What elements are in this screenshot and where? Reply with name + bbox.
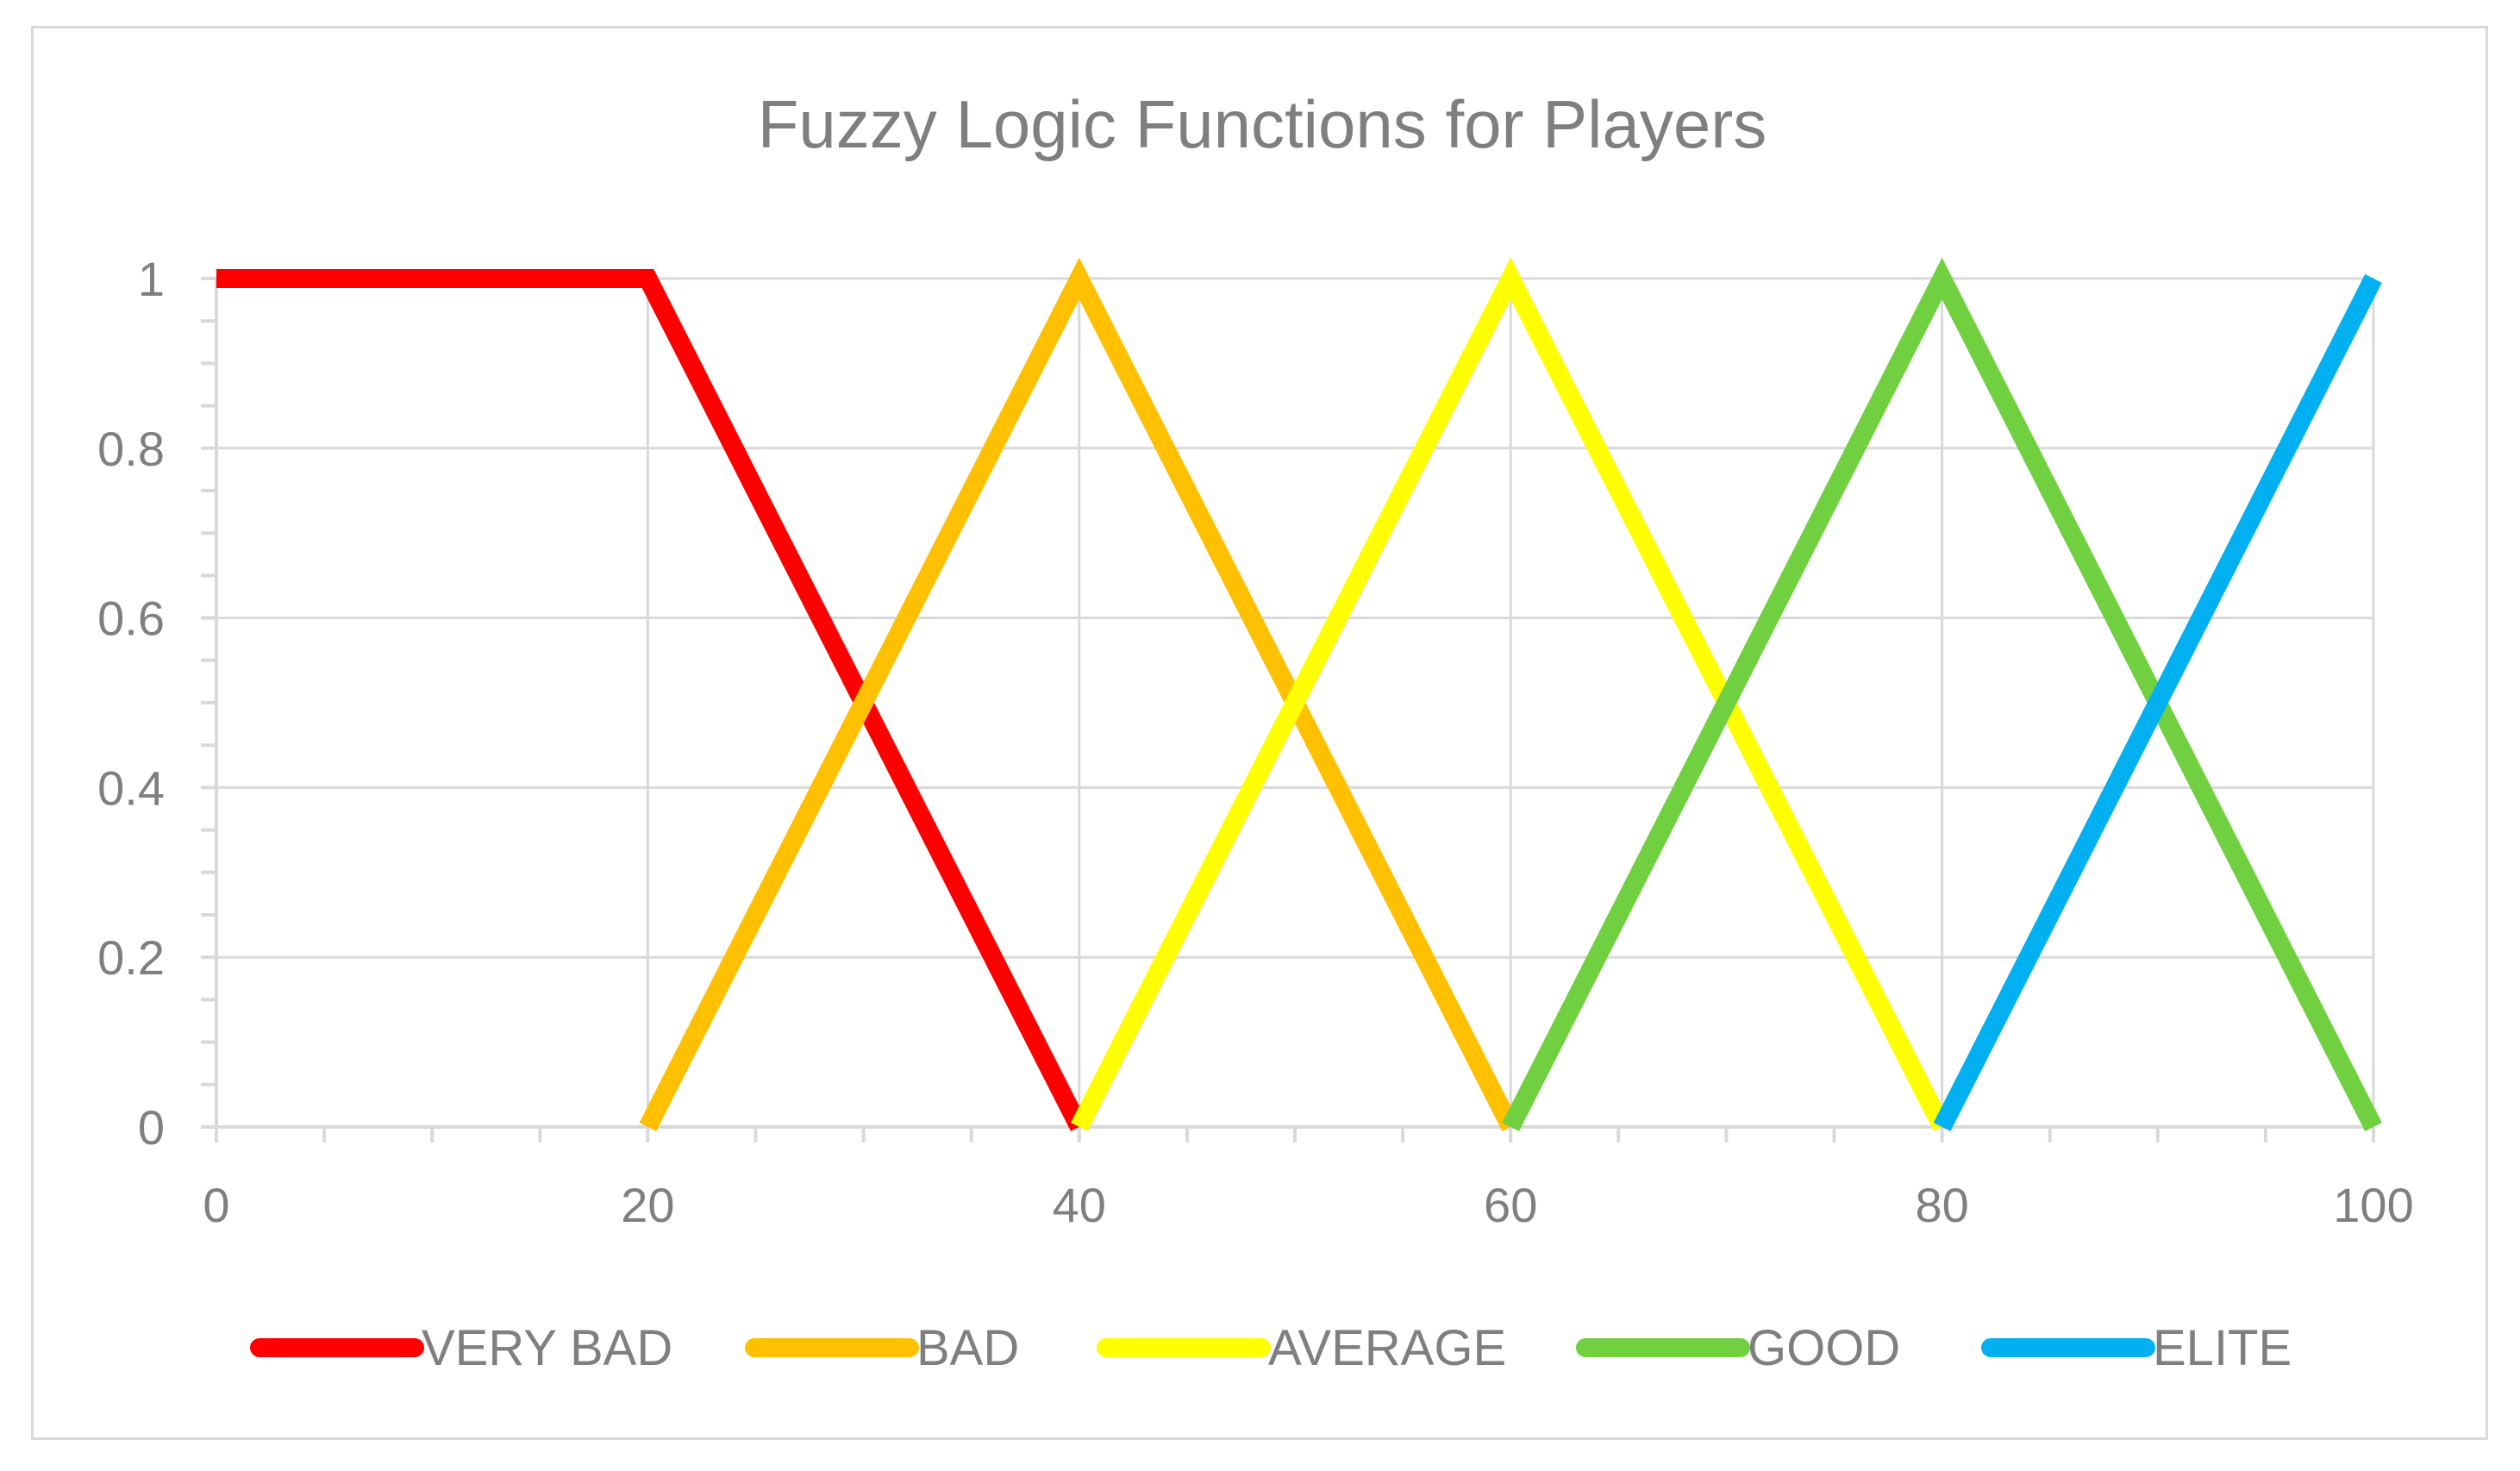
legend-label-very-bad: VERY BAD [422, 1320, 672, 1376]
x-tick-label: 80 [1915, 1178, 1968, 1232]
legend-label-bad: BAD [916, 1320, 1019, 1376]
y-tick-label: 0 [138, 1100, 165, 1155]
y-tick-label: 0.6 [97, 592, 165, 646]
series-line-elite [1933, 274, 2382, 1131]
y-tick-label: 1 [138, 252, 165, 306]
chart-frame: Fuzzy Logic Functions for Players 0 0.2 0.… [31, 26, 2488, 1440]
legend: VERY BAD BAD AVERAGE GOOD ELITE [250, 1320, 2292, 1376]
x-tick-label: 100 [2333, 1178, 2413, 1232]
legend-label-average: AVERAGE [1268, 1320, 1506, 1376]
axis-layer: 0 0.2 0.4 0.6 0.8 1 0 20 40 60 80 100 [97, 252, 2414, 1232]
x-tick-label: 20 [621, 1178, 674, 1232]
series-line-average [1070, 257, 1951, 1131]
legend-label-elite: ELITE [2153, 1320, 2292, 1376]
chart-svg: Fuzzy Logic Functions for Players 0 0.2 0.… [97, 86, 2414, 1376]
y-tick-label: 0.8 [97, 422, 165, 476]
x-tick-label: 0 [203, 1178, 229, 1232]
chart-title: Fuzzy Logic Functions for Players [758, 86, 1767, 162]
x-tick-label: 40 [1053, 1178, 1106, 1232]
x-tick-label: 60 [1484, 1178, 1537, 1232]
series-layer [216, 257, 2382, 1131]
series-line-good [1502, 257, 2382, 1131]
y-tick-label: 0.2 [97, 930, 165, 985]
y-tick-label: 0.4 [97, 761, 165, 815]
series-line-very-bad [216, 269, 1088, 1131]
series-line-bad [639, 257, 1520, 1131]
legend-label-good: GOOD [1748, 1320, 1900, 1376]
